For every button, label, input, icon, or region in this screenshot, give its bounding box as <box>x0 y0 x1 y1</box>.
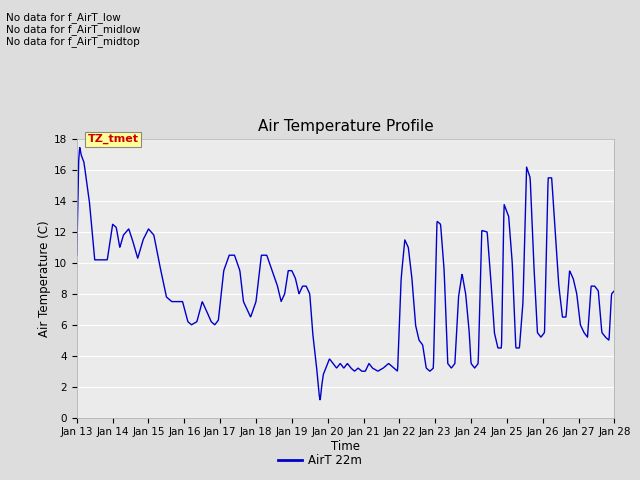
Text: No data for f_AirT_midlow: No data for f_AirT_midlow <box>6 24 141 35</box>
X-axis label: Time: Time <box>331 440 360 453</box>
Legend: AirT 22m: AirT 22m <box>273 449 367 472</box>
Title: Air Temperature Profile: Air Temperature Profile <box>258 119 433 134</box>
Text: TZ_tmet: TZ_tmet <box>88 134 138 144</box>
Text: No data for f_AirT_low: No data for f_AirT_low <box>6 12 121 23</box>
Text: No data for f_AirT_midtop: No data for f_AirT_midtop <box>6 36 140 47</box>
Y-axis label: Air Temperature (C): Air Temperature (C) <box>38 220 51 336</box>
